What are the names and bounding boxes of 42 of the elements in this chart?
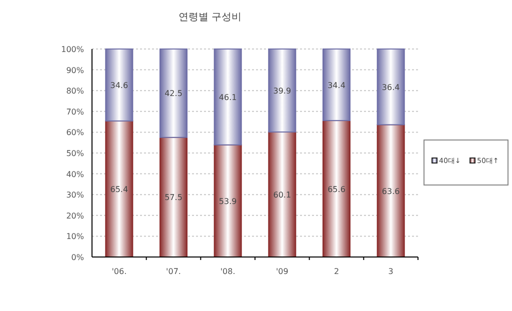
data-label: 39.9 bbox=[273, 86, 292, 96]
chart-title: 연령별 구성비 bbox=[178, 12, 242, 23]
bar bbox=[322, 48, 350, 122]
bar bbox=[376, 48, 405, 126]
bar bbox=[105, 120, 134, 258]
x-tick-label: '07. bbox=[166, 267, 181, 276]
data-label: 53.9 bbox=[218, 196, 237, 206]
x-tick-label: '08. bbox=[220, 267, 236, 276]
data-label: 63.6 bbox=[382, 186, 400, 196]
data-label: 46.1 bbox=[218, 92, 237, 102]
bar bbox=[322, 120, 350, 258]
bar bbox=[214, 48, 242, 146]
data-label: 60.1 bbox=[273, 190, 292, 200]
y-tick-label: 60% bbox=[66, 128, 84, 138]
bar bbox=[105, 48, 134, 122]
y-tick-label: 80% bbox=[66, 86, 84, 96]
bar bbox=[160, 136, 188, 258]
data-label: 34.4 bbox=[328, 80, 346, 90]
data-label: 65.6 bbox=[328, 184, 346, 194]
y-tick-label: 50% bbox=[66, 149, 84, 158]
y-tick-label: 40% bbox=[66, 170, 84, 179]
data-label: 57.5 bbox=[164, 193, 182, 202]
data-label: 36.4 bbox=[382, 82, 400, 92]
y-tick-label: 70% bbox=[66, 107, 84, 116]
bar bbox=[214, 144, 242, 258]
y-tick-label: 90% bbox=[66, 66, 84, 75]
data-label: 65.4 bbox=[110, 184, 128, 194]
data-label: 42.5 bbox=[164, 89, 182, 98]
x-tick-label: 2 bbox=[334, 267, 340, 276]
y-tick-label: 0% bbox=[71, 253, 84, 262]
y-tick-label: 30% bbox=[66, 190, 84, 200]
bar bbox=[268, 48, 296, 132]
y-tick-label: 10% bbox=[66, 232, 84, 242]
bar bbox=[376, 124, 405, 258]
y-tick-label: 100% bbox=[61, 45, 84, 54]
x-tick-label: 3 bbox=[388, 267, 394, 276]
x-tick-label: '09 bbox=[276, 267, 288, 276]
bar bbox=[160, 48, 188, 138]
y-tick-label: 20% bbox=[66, 211, 84, 220]
data-label: 34.6 bbox=[110, 80, 128, 90]
bar bbox=[268, 131, 296, 258]
x-tick-label: '06. bbox=[112, 267, 127, 276]
